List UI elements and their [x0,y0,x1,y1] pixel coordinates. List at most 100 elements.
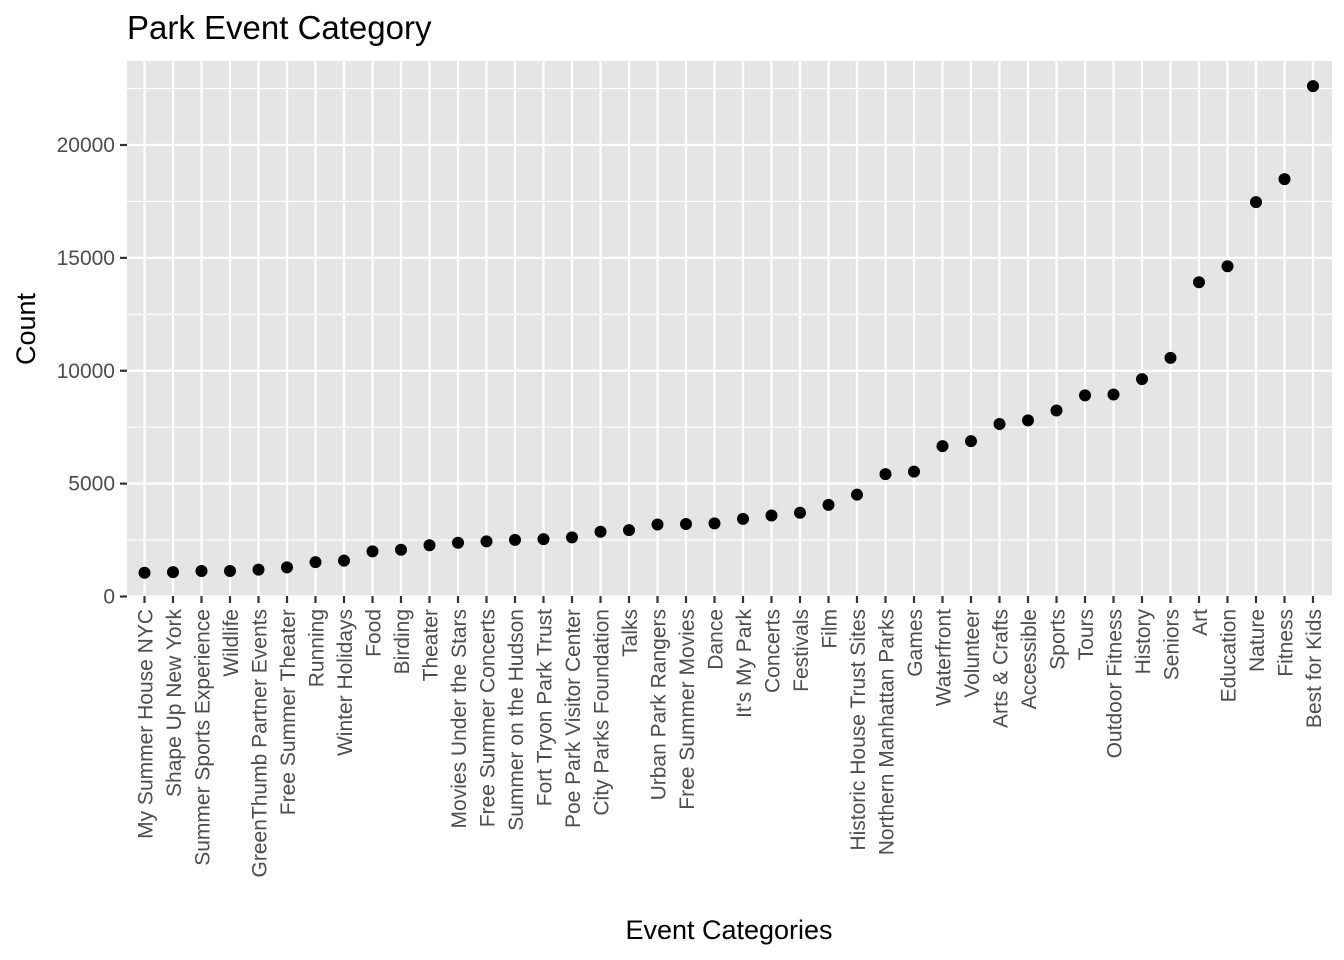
x-tick-label: Northern Manhattan Parks [876,609,899,855]
x-tick-label: Summer Sports Experience [192,609,215,866]
x-tick-label: Seniors [1161,609,1184,680]
data-point [309,556,322,569]
x-tick-label: Concerts [762,609,785,693]
x-tick-label: Dance [705,609,728,670]
x-tick-label: Accessible [1018,609,1041,709]
x-tick-label: Education [1218,609,1241,702]
data-point [908,465,920,478]
data-point [566,531,578,544]
y-axis-title: Count [11,292,41,365]
data-points [138,80,1319,579]
data-point [651,518,664,531]
data-point [195,564,208,577]
x-tick-label: Outdoor Fitness [1104,609,1127,758]
x-axis: My Summer House NYC Shape Up New York Summ… [135,596,1326,877]
x-tick-label: Volunteer [961,609,984,698]
y-tick-label: 10000 [57,360,115,383]
x-tick-label: Theater [420,609,443,681]
data-point [338,554,350,567]
data-point [366,545,379,558]
data-point [537,533,550,546]
x-tick-label: Nature [1246,609,1269,672]
data-point [993,418,1006,431]
x-tick-label: Winter Holidays [334,609,357,756]
data-point [765,509,778,522]
x-tick-label: Best for Kids [1303,609,1326,728]
x-tick-label: Talks [619,609,642,657]
x-tick-label: GreenThumb Partner Events [249,609,272,877]
y-tick-label: 5000 [68,473,115,496]
x-tick-label: Wildlife [220,609,243,677]
data-point [1022,414,1034,427]
data-point [1193,276,1205,289]
x-tick-label: Waterfront [933,609,956,706]
data-point [509,533,521,546]
data-point [851,488,863,501]
x-tick-label: Fort Tryon Park Trust [534,609,557,806]
data-point [1050,404,1063,417]
x-tick-label: Food [363,609,386,657]
y-tick-label: 0 [103,586,115,609]
x-tick-label: Festivals [790,609,813,692]
data-point [480,535,493,548]
data-point [680,518,692,531]
x-tick-label: Free Summer Concerts [477,609,500,827]
x-tick-label: Free Summer Movies [676,609,699,810]
data-point [1164,351,1177,364]
x-tick-label: Poe Park Visitor Center [562,609,585,828]
x-tick-label: Free Summer Theater [277,609,300,815]
data-point [737,512,749,525]
y-tick-label: 15000 [57,247,115,270]
data-point [281,561,293,574]
x-tick-label: Running [306,609,329,687]
x-tick-label: Historic House Trust Sites [847,609,870,851]
x-tick-label: My Summer House NYC [135,609,158,839]
y-tick-label: 20000 [57,134,115,157]
data-point [822,498,835,511]
grid-minor [127,88,1332,541]
x-tick-label: Film [819,609,842,649]
data-point [708,517,721,530]
data-point [1278,173,1291,186]
y-axis: 0 5000 10000 15000 20000 [57,134,127,609]
data-point [1079,389,1091,402]
x-tick-label: Games [904,609,927,677]
x-tick-label: City Parks Foundation [591,609,614,816]
data-point [423,539,436,552]
data-point [965,435,977,448]
x-tick-label: Art [1189,609,1212,636]
data-point [623,524,635,537]
data-point [879,468,892,481]
x-tick-label: Fitness [1275,609,1298,677]
x-tick-label: Birding [391,609,414,674]
x-axis-title: Event Categories [625,915,832,945]
x-tick-label: Urban Park Rangers [648,609,671,800]
data-point [138,566,151,579]
grid-major [127,61,1332,598]
data-point [395,543,407,556]
plot-panel [127,61,1332,596]
data-point [594,525,607,538]
chart-title: Park Event Category [127,9,432,46]
data-point [167,566,179,579]
x-tick-label: Shape Up New York [163,609,186,797]
data-point [1250,196,1262,209]
x-tick-label: It's My Park [733,609,756,719]
data-point [794,506,806,519]
x-tick-label: Tours [1075,609,1098,660]
x-tick-label: Arts & Crafts [990,609,1013,728]
data-point [936,440,949,453]
x-tick-label: Movies Under the Stars [448,609,471,828]
x-tick-label: Summer on the Hudson [505,609,528,831]
data-point [224,564,236,577]
data-point [1307,80,1319,93]
data-point [1221,260,1234,273]
data-point [252,563,265,576]
x-tick-label: Sports [1047,609,1070,670]
x-tick-label: History [1132,609,1155,675]
data-point [1107,388,1120,401]
data-point [452,536,464,549]
data-point [1136,373,1148,386]
